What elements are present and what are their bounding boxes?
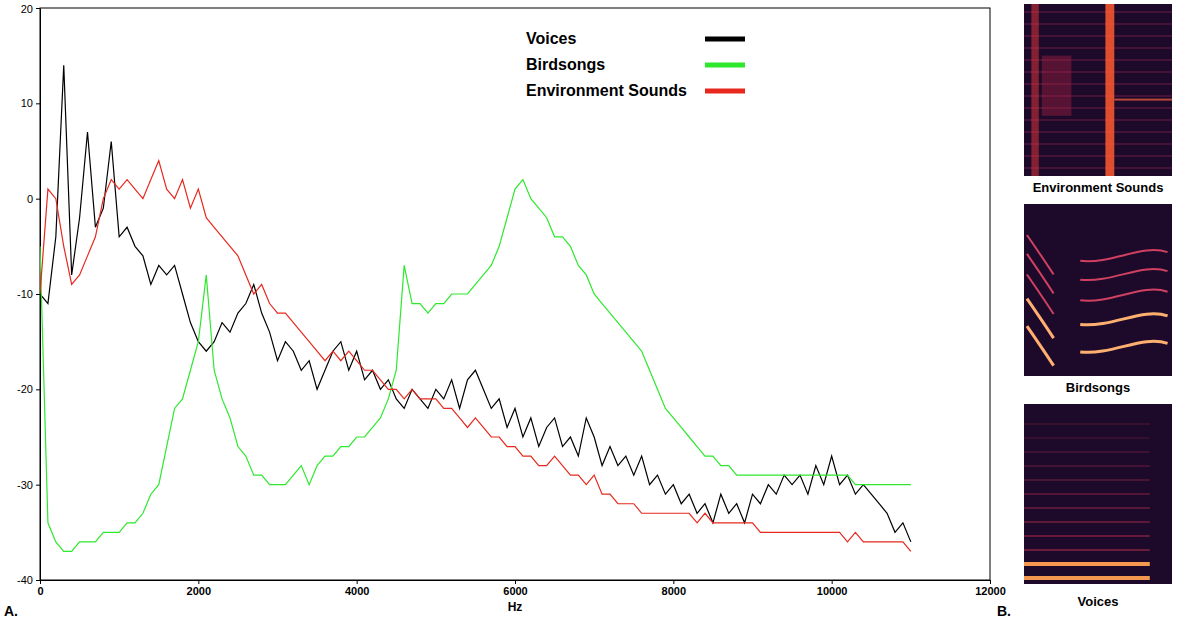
y-tick-label: -40 [17,574,33,586]
x-tick-mark [198,580,199,584]
y-tick-mark [36,389,40,390]
figure: 0 2000 4000 6000 8000 10000 12000 -40 -30 -20 -10 0… [0,0,1177,623]
x-tick: 0 [37,580,43,597]
x-tick-mark [673,580,674,584]
y-tick-label: 20 [21,3,33,15]
y-tick-label: -30 [17,479,33,491]
x-tick-label: 4000 [345,585,369,597]
x-tick-label: 2000 [187,585,211,597]
y-tick: 20 [21,3,40,15]
x-tick-label: 12000 [975,585,1006,597]
y-tick-label: 0 [27,193,33,205]
x-tick-mark [40,580,41,584]
x-axis: 0 2000 4000 6000 8000 10000 12000 [37,580,1005,597]
y-tick-mark [36,103,40,104]
y-tick: -40 [17,574,40,586]
x-tick-mark [515,580,516,584]
x-tick: 12000 [975,580,1006,597]
y-axis: -40 -30 -20 -10 0 10 20 [17,3,40,586]
spectrogram-image [1024,4,1172,176]
x-tick: 4000 [345,580,369,597]
x-tick: 10000 [817,580,848,597]
panel-label: A. [4,603,18,619]
x-tick: 2000 [187,580,211,597]
spectrogram-title: Voices [1078,594,1119,609]
spectrogram-panel: Environment Sounds Birdsongs Voices [1024,4,1172,609]
y-tick: -30 [17,479,40,491]
legend-label: Voices [526,30,577,47]
x-tick-mark [357,580,358,584]
x-tick-label: 6000 [503,585,527,597]
x-tick-mark [990,580,991,584]
legend: Voices Birdsongs Environment Sounds [526,30,745,99]
x-tick-mark [832,580,833,584]
plot-frame [40,8,990,580]
y-tick-label: 10 [21,97,33,109]
spectrogram-image [1024,204,1172,376]
y-tick: 10 [21,97,40,109]
legend-label: Birdsongs [526,56,605,73]
y-tick: -10 [17,288,40,300]
y-tick: 0 [27,193,40,205]
spectrogram-image [1024,404,1172,584]
y-tick-mark [36,199,40,200]
panel-label: B. [997,603,1011,619]
y-tick-mark [36,485,40,486]
y-tick-label: -20 [17,383,33,395]
x-axis-title: Hz [508,600,523,614]
x-tick: 8000 [662,580,686,597]
y-tick: -20 [17,383,40,395]
legend-swatch [705,63,745,68]
y-tick-mark [36,8,40,9]
legend-label: Environment Sounds [526,82,687,99]
y-tick-mark [36,294,40,295]
y-tick-label: -10 [17,288,33,300]
spectrogram-title: Birdsongs [1066,380,1130,395]
plot-marks [40,65,911,551]
series-line [40,180,911,552]
x-tick-label: 8000 [662,585,686,597]
spectrogram-title: Environment Sounds [1033,180,1164,195]
legend-swatch [705,37,745,42]
x-tick-label: 10000 [817,585,848,597]
legend-swatch [705,89,745,94]
series-line [40,65,911,542]
series-line [40,161,911,552]
x-tick-label: 0 [37,585,43,597]
y-tick-mark [36,580,40,581]
x-tick: 6000 [503,580,527,597]
